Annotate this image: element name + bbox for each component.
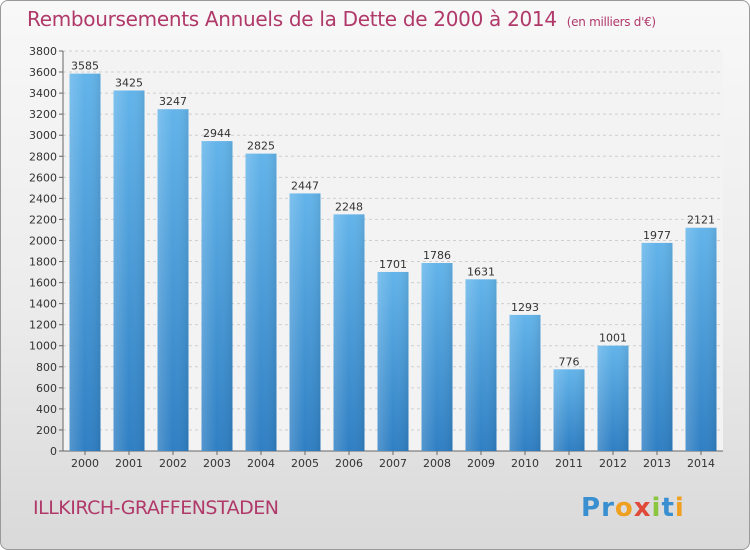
x-tick-label: 2011 [555, 457, 583, 470]
y-tick-label: 2800 [29, 150, 57, 163]
bar-value-label: 1293 [511, 301, 539, 314]
y-tick-label: 0 [50, 445, 57, 458]
city-name: ILLKIRCH-GRAFFENSTADEN [33, 497, 279, 519]
x-tick-label: 2008 [423, 457, 451, 470]
bar-shine [377, 271, 409, 451]
bar-value-label: 1977 [643, 229, 671, 242]
bar-value-label: 776 [559, 355, 580, 368]
bar-shine [113, 90, 145, 451]
x-tick-label: 2006 [335, 457, 363, 470]
y-tick-label: 3800 [29, 45, 57, 58]
bar-shine [685, 227, 717, 451]
y-tick-label: 1000 [29, 340, 57, 353]
y-tick-label: 200 [36, 424, 57, 437]
bar-shine [289, 193, 321, 451]
bar-value-label: 2944 [203, 127, 231, 140]
x-tick-label: 2007 [379, 457, 407, 470]
y-tick-label: 3000 [29, 129, 57, 142]
x-tick-label: 2012 [599, 457, 627, 470]
y-tick-label: 1200 [29, 319, 57, 332]
y-tick-label: 3600 [29, 66, 57, 79]
x-tick-label: 2013 [643, 457, 671, 470]
bar-value-label: 2248 [335, 200, 363, 213]
bar-shine [69, 73, 101, 451]
x-tick-label: 2001 [115, 457, 143, 470]
svg-text:Proxiti: Proxiti [581, 493, 685, 523]
y-tick-label: 2400 [29, 192, 57, 205]
bar-shine [553, 369, 585, 451]
title-text: Remboursements Annuels de la Dette de 20… [27, 7, 557, 31]
bar-value-label: 3247 [159, 95, 187, 108]
x-tick-label: 2003 [203, 457, 231, 470]
y-tick-label: 800 [36, 361, 57, 374]
bars [69, 73, 717, 452]
bar-value-label: 2825 [247, 140, 275, 153]
bar-value-label: 1701 [379, 258, 407, 271]
bar-shine [421, 263, 453, 451]
bar-shine [509, 314, 541, 451]
bar-value-label: 1631 [467, 265, 495, 278]
bar-shine [597, 345, 629, 451]
bar-value-label: 2121 [687, 214, 715, 227]
x-tick-label: 2002 [159, 457, 187, 470]
y-tick-label: 2600 [29, 171, 57, 184]
y-tick-label: 3400 [29, 87, 57, 100]
labels: 0 200 400 600 800 1000 1200 1400 1600 1800 2000 220… [29, 45, 715, 470]
y-tick-label: 400 [36, 403, 57, 416]
x-tick-label: 2005 [291, 457, 319, 470]
y-tick-label: 2000 [29, 234, 57, 247]
x-tick-label: 2010 [511, 457, 539, 470]
bar-shine [157, 109, 189, 452]
x-tick-label: 2000 [71, 457, 99, 470]
x-tick-label: 2004 [247, 457, 275, 470]
y-tick-label: 3200 [29, 108, 57, 121]
y-tick-label: 1800 [29, 256, 57, 269]
y-tick-label: 1600 [29, 277, 57, 290]
bar-shine [333, 214, 365, 451]
y-tick-label: 600 [36, 382, 57, 395]
bar-value-label: 1786 [423, 249, 451, 262]
x-tick-label: 2014 [687, 457, 715, 470]
bar-value-label: 3585 [71, 60, 99, 73]
chart-title: Remboursements Annuels de la Dette de 20… [27, 7, 656, 31]
unit-label: (en milliers d'€) [566, 15, 656, 29]
bar-shine [465, 279, 497, 451]
bar-shine [641, 242, 673, 451]
y-tick-label: 2200 [29, 213, 57, 226]
bar-shine [245, 153, 277, 451]
x-tick-label: 2009 [467, 457, 495, 470]
bar-value-label: 3425 [115, 76, 143, 89]
bar-shine [201, 141, 233, 451]
proxiti-logo: Proxiti [581, 493, 685, 523]
y-tick-label: 1400 [29, 298, 57, 311]
bar-value-label: 2447 [291, 179, 319, 192]
bar-value-label: 1001 [599, 332, 627, 345]
